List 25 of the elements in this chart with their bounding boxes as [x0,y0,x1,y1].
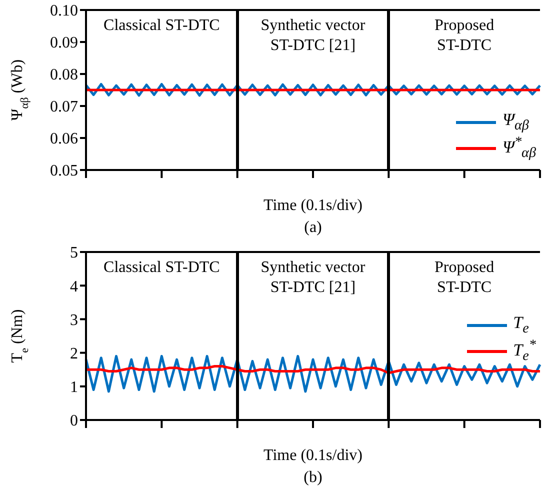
annotation: Synthetic vector ST-DTC [21] [260,16,366,56]
y-tick-label: 0.08 [50,66,78,84]
y-tick-label: 0.07 [50,98,78,116]
x-axis-title: Time (0.1s/div) [262,447,364,465]
y-tick-label: 0.09 [50,34,78,52]
y-tick-label: 5 [70,244,78,262]
y-tick-label: 0.05 [50,162,78,180]
y-tick-label: 0.10 [50,2,78,20]
legend-label: T$_{e}$ [513,313,529,338]
text: (b) [302,469,324,487]
annotation: Proposed ST-DTC [434,16,496,56]
line-series [84,364,542,374]
annotation: Synthetic vector ST-DTC [21] [260,258,366,298]
y-tick-label: 0 [70,412,78,430]
annotation: Classical ST-DTC [102,258,221,278]
y-tick-label: 3 [70,312,78,329]
text: (a) [303,219,323,237]
y-tick-label: 1 [70,379,78,396]
annotation: Classical ST-DTC [102,16,221,36]
annotation: Proposed ST-DTC [434,258,496,298]
y-tick-label: 4 [70,278,78,296]
y-tick-label: 2 [70,345,78,362]
x-axis-title: Time (0.1s/div) [262,197,364,215]
legend-label: Ψ$_{αβ}$ [502,110,529,134]
y-tick-label: 0.06 [50,130,78,148]
